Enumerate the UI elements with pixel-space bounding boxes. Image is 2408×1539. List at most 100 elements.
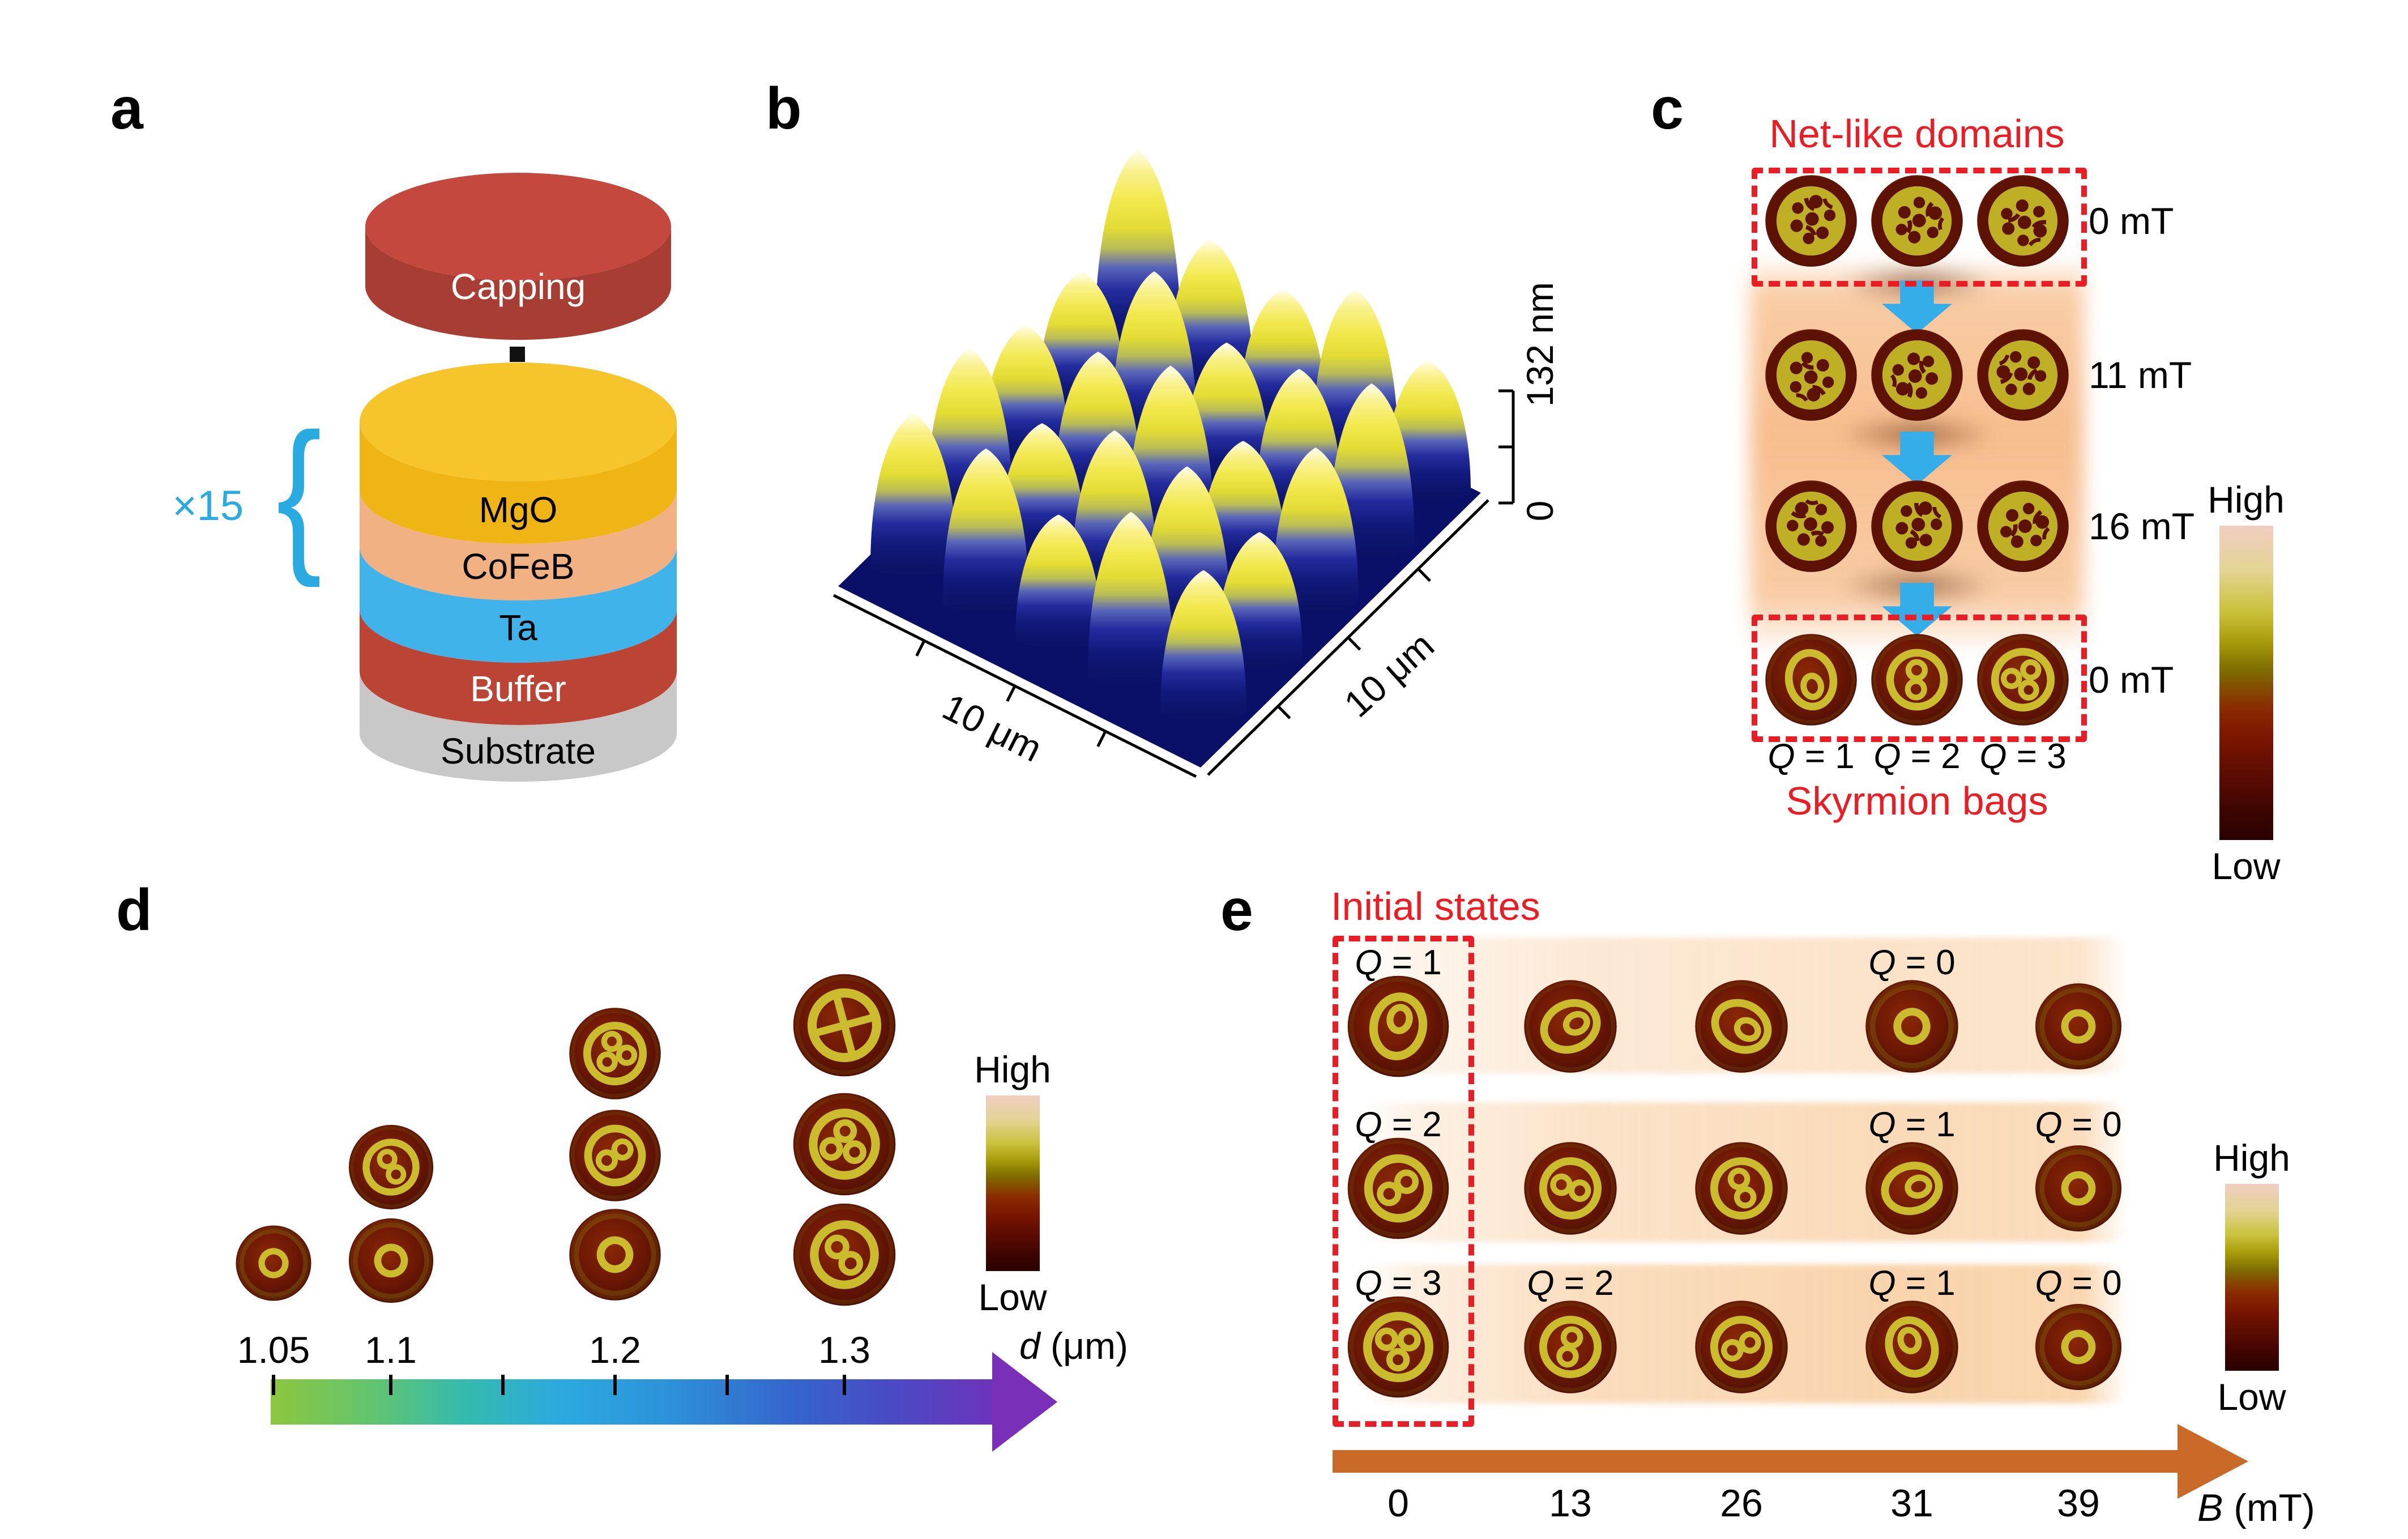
repeat-brace: { <box>276 398 322 588</box>
mfm-disk-bag-q1 <box>1863 1298 1961 1396</box>
colorbar-c: High Low <box>2191 479 2302 886</box>
mfm-disk-skyrmion-ring <box>2033 1302 2124 1392</box>
axis-tick <box>915 640 926 656</box>
colorbar-low-label: Low <box>2217 1376 2286 1418</box>
axis-tick-label: 0 <box>1387 1482 1409 1525</box>
capping-top <box>365 173 671 280</box>
mfm-disk-skyrmion-ring <box>2033 1143 2124 1234</box>
mfm-image <box>348 1124 433 1209</box>
mfm-disk-net-like <box>1869 327 1965 423</box>
mfm-disk-net-like <box>1763 478 1859 574</box>
y-axis-ticks <box>1276 568 1432 719</box>
mfm-image <box>1524 1301 1617 1393</box>
mgo-label: MgO <box>479 489 558 530</box>
panel-c-letter: c <box>1651 76 1684 142</box>
mfm-disk-bag-q2 <box>1869 632 1965 728</box>
mfm-disk-bag-q1 <box>1693 978 1790 1075</box>
field-axis-arrowhead <box>2178 1424 2248 1499</box>
mfm-disk-skyrmion-ring <box>347 1216 436 1305</box>
axis-tick-label: 1.05 <box>237 1329 310 1371</box>
mfm-image <box>2035 983 2121 1069</box>
field-label: 0 mT <box>2089 200 2174 242</box>
mfm-image <box>1871 175 1963 267</box>
axis-tick <box>1347 636 1361 651</box>
mfm-disk-bag-q3 <box>1975 632 2071 728</box>
mfm-image <box>1524 1142 1617 1235</box>
axis-tick-label: 26 <box>1720 1482 1763 1525</box>
axis-tick-mark <box>272 1375 275 1395</box>
colorbar-high-label: High <box>2208 479 2285 521</box>
repeat-count-label: ×15 <box>172 482 244 529</box>
afm-pillar <box>1088 511 1174 684</box>
axis-tick <box>1276 705 1291 719</box>
mfm-disk-net-like <box>1975 478 2071 574</box>
axis-tick-mark <box>613 1375 617 1395</box>
mfm-disk-bag-q2 <box>1522 1140 1619 1237</box>
axis-tick-label: 1.2 <box>589 1329 641 1371</box>
q-label: Q = 2 <box>1873 737 1961 776</box>
layer-cofeb <box>360 490 677 600</box>
axis-tick <box>1417 568 1432 582</box>
substrate-label: Substrate <box>441 731 596 771</box>
layer-mgo <box>360 422 677 544</box>
mfm-disk-bag-q2 <box>1693 1298 1790 1396</box>
mfm-image <box>1695 1142 1788 1235</box>
diameter-axis-gradient-bar <box>271 1379 992 1425</box>
q-label: Q = 1 <box>1868 1105 1956 1144</box>
mfm-disk-skyrmion-ring <box>567 1207 663 1303</box>
q-label: Q = 1 <box>1868 1264 1956 1303</box>
mfm-disk-net-like <box>1975 173 2071 269</box>
mfm-image <box>1865 1301 1958 1393</box>
layer-stack-diagram: Capping MgO CoFeB Ta Buffer Substrate <box>360 173 677 782</box>
axis-tick-label: 1.1 <box>365 1329 417 1371</box>
mfm-image <box>1871 634 1963 726</box>
mfm-image <box>1977 175 2069 267</box>
axis-tick-mark <box>501 1375 505 1395</box>
q-label: Q = 3 <box>1979 737 2067 776</box>
mfm-disk-skyrmion-ring <box>2033 981 2124 1072</box>
initial-states-box <box>1333 936 1474 1427</box>
field-axis-bar <box>1333 1450 2178 1473</box>
axis-tick-mark <box>725 1375 729 1395</box>
mfm-disk-bag-q1 <box>1863 1140 1961 1237</box>
mfm-disk-bag-q4 <box>791 971 898 1079</box>
mfm-image <box>1347 1137 1449 1239</box>
mfm-image <box>2035 1145 2121 1231</box>
mfm-image <box>1695 1301 1788 1393</box>
field-label: 11 mT <box>2089 354 2192 396</box>
axis-tick-label: 39 <box>2057 1482 2100 1525</box>
axis-tick <box>1006 685 1017 702</box>
q-label: Q = 0 <box>1868 943 1956 982</box>
afm-pillar <box>1015 514 1101 648</box>
mfm-disk-net-like <box>1869 478 1965 574</box>
mfm-image <box>1765 634 1857 726</box>
mfm-image <box>1765 480 1857 572</box>
colorbar-gradient <box>2219 526 2273 840</box>
colorbar-low-label: Low <box>978 1276 1047 1318</box>
colorbar-e: High Low <box>2196 1137 2307 1417</box>
mfm-image <box>1765 329 1857 421</box>
z-max-label: 132 nm <box>1519 282 1561 407</box>
afm-pillar <box>943 448 1029 612</box>
colorbar-high-label: High <box>974 1048 1051 1090</box>
mfm-disk-net-like <box>1869 173 1965 269</box>
mfm-disk-bag-q3 <box>791 1090 898 1198</box>
mfm-disk-net-like <box>1763 173 1859 269</box>
afm-pillar <box>1273 447 1359 611</box>
stack-top-face <box>360 363 677 481</box>
mfm-disk-skyrmion-ring <box>1863 978 1961 1075</box>
diameter-axis-arrowhead <box>992 1352 1057 1452</box>
mfm-image <box>793 1093 896 1196</box>
field-label: 16 mT <box>2089 505 2195 547</box>
mfm-image <box>348 1218 433 1303</box>
afm-pillars <box>870 149 1471 721</box>
mfm-image <box>1977 480 2069 572</box>
mfm-disk-bag-q2 <box>1522 1298 1619 1396</box>
mfm-disk-bag-q2 <box>1345 1135 1451 1242</box>
mfm-image <box>569 1110 661 1201</box>
panel-e-letter: e <box>1220 877 1253 943</box>
mfm-disk-net-like <box>1763 327 1859 423</box>
y-axis-label: 10 μm <box>1336 624 1442 726</box>
axis-tick-mark <box>389 1375 392 1395</box>
